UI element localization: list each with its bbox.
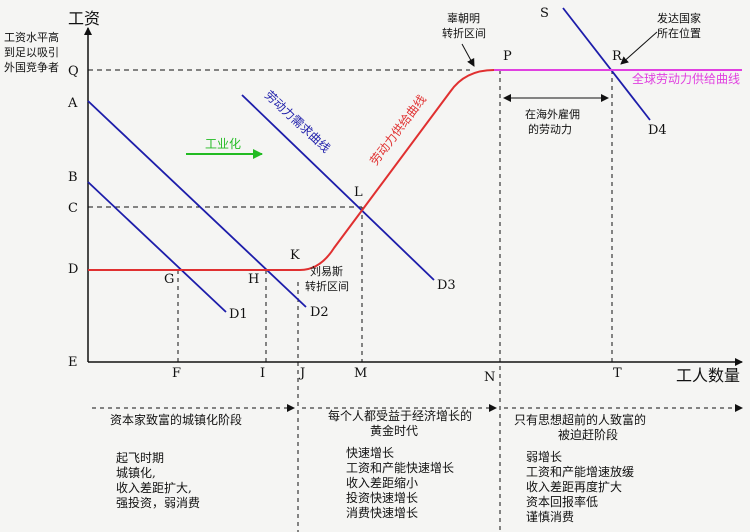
developed-label-line-2: 所在位置 <box>657 26 701 40</box>
phase-3-point: 弱增长 <box>526 450 562 464</box>
gcm-label-line-2: 转折区间 <box>442 26 486 40</box>
point-g: G <box>164 272 174 287</box>
y-note-line-3: 外国竞争者 <box>4 60 59 74</box>
point-k: K <box>290 248 300 263</box>
y-label-b: B <box>68 170 78 185</box>
gcm-pointer-arrow <box>461 43 475 67</box>
phase-3-point: 资本回报率低 <box>526 494 598 509</box>
point-r: R <box>612 49 623 64</box>
phase-1-point: 城镇化, <box>116 466 156 480</box>
lewis-label-line-2: 转折区间 <box>305 279 349 293</box>
y-axis-title: 工资 <box>68 9 100 28</box>
y-label-d: D <box>68 262 78 277</box>
y-label-a: A <box>67 96 78 111</box>
demand-line-d2 <box>87 100 307 308</box>
x-label-f: F <box>172 366 181 381</box>
phase-2-point: 消费快速增长 <box>346 506 418 520</box>
demand-label-d2: D2 <box>310 305 329 320</box>
x-label-j: J <box>298 366 305 381</box>
phase-3-point: 谨慎消费 <box>526 510 574 524</box>
developed-pointer-arrow <box>620 31 658 65</box>
phase-2-title-line-1: 每个人都受益于经济增长的 <box>328 408 472 423</box>
demand-label-d3: D3 <box>437 278 456 293</box>
labor-supply-curve <box>88 69 500 271</box>
phase-1-point: 收入差距扩大, <box>116 481 192 495</box>
x-label-i: I <box>260 366 265 381</box>
supply-curve-label: 劳动力供给曲线 <box>367 92 429 168</box>
y-label-c: C <box>68 201 78 216</box>
phase-2-point: 投资快速增长 <box>346 490 418 505</box>
y-label-q: Q <box>68 64 79 79</box>
demand-label-d4: D4 <box>648 123 667 138</box>
demand-label-d1: D1 <box>229 307 248 322</box>
gcm-label-line-1: 辜朝明 <box>447 12 480 25</box>
phase-3-point: 工资和产能增速放缓 <box>526 464 634 479</box>
phase-3-point: 收入差距再度扩大 <box>526 479 622 494</box>
phase-2-point: 工资和产能快速增长 <box>346 461 454 475</box>
point-p: P <box>503 49 512 64</box>
phase-1-title: 资本家致富的城镇化阶段 <box>110 412 242 427</box>
phase-2-point: 快速增长 <box>346 446 394 460</box>
demand-line-d3 <box>241 94 435 281</box>
x-label-m: M <box>354 366 367 381</box>
point-h: H <box>248 272 259 287</box>
x-label-t: T <box>613 366 622 381</box>
phase-3-title-line-2: 被迫赶阶段 <box>558 427 618 442</box>
overseas-label-line-1: 在海外雇佣 <box>525 107 580 121</box>
y-note-line-2: 到足以吸引 <box>4 45 59 59</box>
overseas-label-line-2: 的劳动力 <box>528 122 572 136</box>
point-l: L <box>354 185 363 200</box>
global-supply-label: 全球劳动力供给曲线 <box>632 71 740 86</box>
phase-1-point: 强投资，弱消费 <box>116 495 200 510</box>
phase-2-point: 收入差距缩小 <box>346 475 418 490</box>
phase-3-title-line-1: 只有思想超前的人致富的 <box>514 412 646 427</box>
phase-2-title-line-2: 黄金时代 <box>370 423 418 438</box>
industrialization-label: 工业化 <box>205 137 241 151</box>
point-s: S <box>540 6 549 21</box>
y-label-e: E <box>68 355 78 370</box>
demand-curve-label: 劳动力需求曲线 <box>262 88 333 156</box>
lewis-label-line-1: 刘易斯 <box>310 265 343 278</box>
developed-label-line-1: 发达国家 <box>657 11 701 25</box>
x-axis-title: 工人数量 <box>676 366 740 385</box>
phase-1-point: 起飞时期 <box>116 451 164 465</box>
y-note-line-1: 工资水平高 <box>4 30 59 44</box>
demand-line-d1 <box>87 181 227 313</box>
demand-line-d4 <box>562 7 651 121</box>
x-label-n: N <box>484 370 495 385</box>
